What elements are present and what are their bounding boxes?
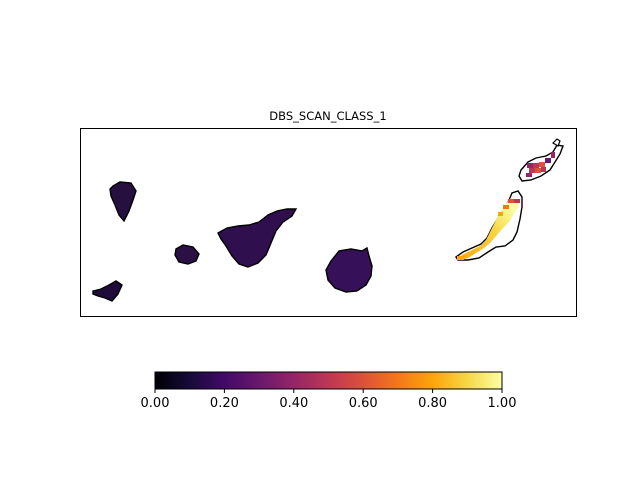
colorbar-tick-label: 0.60 xyxy=(349,396,378,411)
fuerteventura-raster-cell xyxy=(457,256,464,260)
lanzarote-raster-cell xyxy=(527,163,533,168)
lanzarote-raster-cell xyxy=(539,162,545,167)
lanzarote-raster-cell xyxy=(545,158,551,163)
colorbar-tick-label: 0.40 xyxy=(279,396,308,411)
island-tenerife xyxy=(217,208,298,268)
island-la-gomera xyxy=(174,244,200,265)
island-gran-canaria xyxy=(325,246,373,293)
colorbar-ticks: 0.00 0.20 0.40 0.60 0.80 1.00 xyxy=(141,389,517,411)
lanzarote-raster-cell xyxy=(533,163,539,168)
colorbar-tick-label: 0.00 xyxy=(141,396,170,411)
island-el-hierro xyxy=(92,280,123,302)
fuerteventura-raster xyxy=(457,198,520,260)
lanzarote-raster-cell xyxy=(526,173,532,177)
island-la-palma xyxy=(109,181,137,223)
lanzarote-raster-cell xyxy=(541,167,546,172)
map-title: DBS_SCAN_CLASS_1 xyxy=(269,109,386,123)
map-frame xyxy=(80,128,577,317)
fuerteventura-raster-cell xyxy=(498,212,503,216)
fuerteventura-raster-cell xyxy=(503,205,509,209)
colorbar-tick-label: 0.80 xyxy=(418,396,447,411)
islands-layer xyxy=(92,138,564,302)
fuerteventura-raster-cell xyxy=(514,199,520,203)
colorbar xyxy=(154,371,503,390)
lanzarote-raster-cell xyxy=(551,152,555,158)
lanzarote-raster-cell xyxy=(535,168,541,173)
lanzarote-raster-cell xyxy=(529,168,535,173)
island-graciosa xyxy=(552,138,561,147)
lanzarote-raster xyxy=(526,152,555,177)
fuerteventura-raster-cell xyxy=(508,199,514,203)
colorbar-tick-label: 0.20 xyxy=(210,396,239,411)
colorbar-tick-label: 1.00 xyxy=(488,396,517,411)
